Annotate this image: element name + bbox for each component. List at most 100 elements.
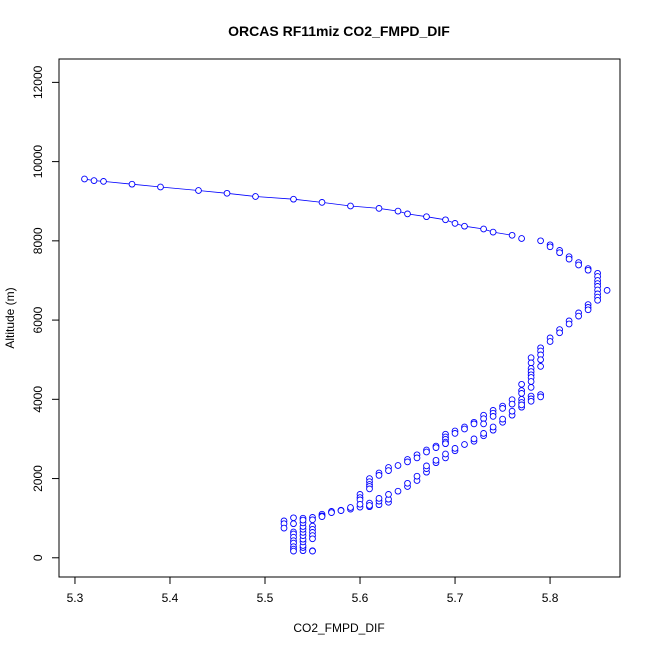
data-point	[195, 187, 202, 194]
data-point	[527, 384, 535, 391]
data-point	[404, 479, 411, 487]
y-axis: 0 2000 4000 6000 8000 10000 12000	[31, 65, 59, 561]
data-point	[527, 359, 535, 367]
data-point	[385, 491, 392, 498]
data-point	[575, 312, 582, 320]
data-point	[290, 195, 297, 203]
data-point	[223, 189, 231, 197]
data-point	[508, 231, 516, 239]
data-point	[81, 175, 88, 183]
data-point	[527, 378, 535, 385]
data-point	[413, 454, 421, 462]
data-point	[318, 199, 326, 206]
data-point	[290, 514, 297, 522]
x-tick-label: 5.5	[257, 591, 274, 605]
data-point	[337, 507, 345, 514]
data-point	[480, 225, 487, 233]
data-point	[603, 287, 611, 294]
data-point	[309, 547, 316, 555]
data-point	[518, 390, 525, 397]
data-point	[575, 261, 582, 269]
data-point	[451, 220, 459, 227]
data-point	[556, 329, 563, 337]
plot-frame	[58, 58, 621, 578]
data-point	[404, 210, 411, 218]
data-point	[375, 472, 383, 479]
data-point	[546, 243, 554, 251]
data-point	[442, 216, 449, 224]
data-point	[394, 207, 402, 215]
data-point	[499, 415, 506, 423]
y-tick-label: 10000	[31, 145, 45, 179]
data-point	[356, 500, 364, 508]
data-point	[328, 509, 335, 516]
data-point	[537, 356, 544, 364]
y-tick-label: 12000	[31, 65, 45, 99]
data-point	[90, 177, 98, 184]
data-point	[470, 435, 478, 443]
data-point	[518, 380, 525, 388]
data-point	[546, 338, 554, 345]
data-series	[81, 175, 611, 555]
x-tick-label: 5.7	[447, 591, 464, 605]
y-tick-label: 6000	[31, 306, 45, 333]
data-point	[299, 516, 307, 524]
y-tick-label: 4000	[31, 386, 45, 413]
data-point	[423, 448, 430, 456]
series-connector-line	[84, 178, 513, 236]
data-point	[394, 487, 402, 495]
data-point	[499, 405, 506, 412]
data-point	[451, 445, 459, 452]
data-point	[252, 193, 259, 200]
data-point	[461, 425, 468, 433]
data-point	[461, 441, 468, 448]
data-point	[442, 440, 449, 448]
y-tick-label: 8000	[31, 227, 45, 254]
data-point	[423, 462, 430, 470]
data-point	[404, 458, 411, 466]
data-point	[128, 180, 136, 188]
y-axis-label: Altitude (m)	[3, 287, 17, 348]
x-tick-label: 5.3	[67, 591, 84, 605]
data-point	[432, 444, 440, 451]
x-tick-label: 5.4	[162, 591, 179, 605]
data-point	[537, 393, 544, 401]
data-point	[508, 407, 516, 415]
data-point	[423, 213, 430, 221]
data-point	[584, 266, 592, 274]
data-point	[375, 495, 383, 502]
data-point	[537, 237, 544, 245]
data-point	[309, 516, 316, 524]
data-point	[290, 520, 297, 528]
data-point	[489, 413, 497, 420]
data-point	[537, 363, 544, 370]
y-tick-label: 2000	[31, 465, 45, 492]
chart-title: ORCAS RF11miz CO2_FMPD_DIF	[228, 23, 450, 39]
data-point	[518, 235, 525, 242]
data-point	[394, 462, 402, 469]
data-point	[584, 306, 592, 314]
x-tick-label: 5.6	[352, 591, 369, 605]
data-point	[413, 472, 421, 480]
data-point	[280, 524, 288, 532]
data-point	[489, 423, 497, 431]
data-point	[565, 320, 573, 328]
data-point	[565, 255, 573, 263]
data-point	[385, 467, 392, 474]
data-point	[442, 450, 449, 458]
data-point	[556, 249, 563, 257]
data-point	[527, 397, 535, 405]
data-point	[594, 296, 601, 304]
data-point	[461, 222, 468, 230]
data-point	[347, 504, 354, 511]
data-point	[480, 420, 487, 428]
data-point	[489, 228, 497, 236]
data-point	[290, 547, 297, 555]
data-point	[508, 400, 516, 408]
data-point	[375, 205, 383, 212]
x-tick-label: 5.8	[542, 591, 559, 605]
x-axis: 5.3 5.4 5.5 5.6 5.7 5.8	[67, 577, 559, 605]
y-tick-label: 0	[31, 554, 45, 561]
data-point	[470, 420, 478, 428]
data-point	[480, 430, 487, 437]
